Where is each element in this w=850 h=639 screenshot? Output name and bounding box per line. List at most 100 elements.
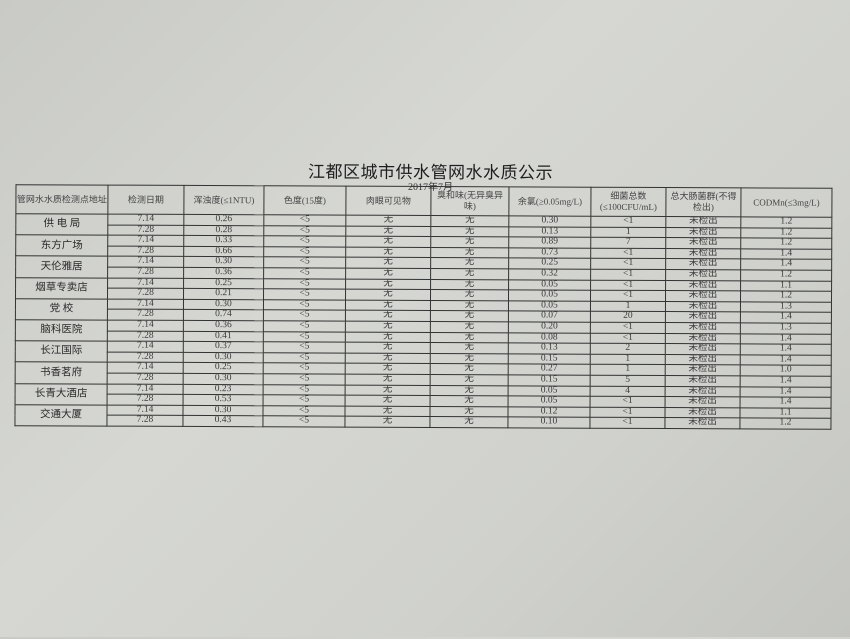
column-header: 臭和味(无异臭异味) xyxy=(430,186,509,216)
site-name: 党 校 xyxy=(15,298,108,321)
table-cell: 无 xyxy=(430,353,509,365)
table-cell: 未检出 xyxy=(665,364,741,376)
table-cell: 1.4 xyxy=(740,375,832,387)
table-cell: 0.32 xyxy=(508,268,591,280)
table-cell: 0.43 xyxy=(182,415,263,427)
site-name: 东方广场 xyxy=(15,234,108,257)
table-cell: 无 xyxy=(430,268,509,280)
table-cell: <5 xyxy=(263,235,346,247)
table-cell: 无 xyxy=(345,384,431,396)
table-cell: 无 xyxy=(345,236,431,248)
table-cell: <1 xyxy=(589,406,666,418)
table-cell: <5 xyxy=(263,214,346,226)
table-cell: 未检出 xyxy=(665,343,741,355)
table-cell: 无 xyxy=(345,321,431,333)
table-cell: 0.05 xyxy=(508,289,591,301)
table-cell: 1 xyxy=(590,364,666,376)
table-cell: 0.20 xyxy=(508,321,591,333)
table-cell: 未检出 xyxy=(665,280,741,292)
table-cell: 0.15 xyxy=(508,353,591,365)
table-cell: 1.4 xyxy=(740,354,832,366)
table-cell: 7.28 xyxy=(107,288,184,300)
table-cell: 0.07 xyxy=(508,311,591,323)
table-cell: 无 xyxy=(430,279,509,290)
table-cell: 无 xyxy=(345,246,431,258)
table-cell: 1.4 xyxy=(740,333,832,345)
table-cell: 无 xyxy=(344,416,430,428)
table-cell: 0.05 xyxy=(508,395,591,407)
table-cell: 未检出 xyxy=(665,227,741,239)
site-name: 天伦雅居 xyxy=(15,256,108,278)
table-cell: 0.30 xyxy=(508,215,591,227)
table-cell: 无 xyxy=(430,226,509,238)
table-cell: <5 xyxy=(263,267,346,279)
table-cell: 无 xyxy=(430,363,509,375)
table-cell: 7.14 xyxy=(107,256,184,268)
table-cell: <5 xyxy=(262,405,346,417)
table-cell: 7.28 xyxy=(107,309,184,321)
site-name: 烟草专卖店 xyxy=(15,277,108,299)
table-cell: 未检出 xyxy=(665,354,741,366)
table-cell: 0.25 xyxy=(508,258,591,270)
table-cell: 0.89 xyxy=(508,237,591,248)
table-cell: 1.4 xyxy=(740,259,832,271)
site-name: 书香茗府 xyxy=(15,362,108,384)
header-row: 管网水水质检测点地址 检测日期 浑浊度(≤1NTU) 色度(15度) 肉眼可见物 臭和味(… xyxy=(15,184,832,218)
table-cell: 无 xyxy=(345,352,431,364)
table-cell: 无 xyxy=(344,405,431,417)
table-cell: 0.28 xyxy=(183,225,264,236)
column-header: 肉眼可见物 xyxy=(345,186,431,216)
table-cell: <5 xyxy=(263,373,346,385)
table-cell: 0.74 xyxy=(183,309,264,321)
table-cell: 0.21 xyxy=(183,288,264,300)
table-cell: 1.1 xyxy=(740,280,832,292)
table-cell: 20 xyxy=(590,311,666,323)
table-cell: 无 xyxy=(430,385,509,396)
table-cell: <5 xyxy=(263,320,346,332)
table-cell: <1 xyxy=(590,247,666,259)
table-cell: 无 xyxy=(345,289,431,301)
table-cell: 未检出 xyxy=(665,258,741,270)
table-cell: <1 xyxy=(590,396,666,408)
table-cell: 7.14 xyxy=(107,277,184,289)
table-cell: <5 xyxy=(263,352,346,364)
table-cell: 未检出 xyxy=(664,417,740,429)
table-cell: 0.41 xyxy=(183,330,264,342)
table-cell: <5 xyxy=(263,384,346,396)
table-cell: <5 xyxy=(263,363,346,375)
column-header: 余氯(≥0.05mg/L) xyxy=(508,186,591,217)
table-cell: 无 xyxy=(430,300,509,312)
column-header: 总大肠菌群(不得检出) xyxy=(665,187,741,217)
table-cell: <5 xyxy=(262,416,345,428)
table-cell: 0.05 xyxy=(508,300,591,312)
table-cell: 7.14 xyxy=(107,235,184,247)
table-cell: 1.2 xyxy=(740,216,832,228)
table-cell: 0.30 xyxy=(183,299,264,311)
table-cell: 0.25 xyxy=(183,362,264,374)
column-header: CODMn(≤3mg/L) xyxy=(740,187,832,218)
table-cell: 未检出 xyxy=(665,396,741,408)
table-cell: 0.08 xyxy=(508,332,591,344)
table-cell: 1.4 xyxy=(740,343,832,355)
table-cell: <1 xyxy=(590,322,666,334)
site-name: 长青大酒店 xyxy=(15,383,108,405)
table-cell: 7.14 xyxy=(107,383,184,395)
table-cell: 7 xyxy=(590,237,666,249)
table-cell: 无 xyxy=(345,395,431,407)
table-cell: <5 xyxy=(263,225,346,237)
table-cell: 无 xyxy=(345,268,431,280)
table-cell: 1.0 xyxy=(740,365,832,377)
column-header: 细菌总数(≤100CFU/mL) xyxy=(590,187,666,217)
table-cell: 0.37 xyxy=(183,341,264,353)
table-cell: 无 xyxy=(429,416,508,428)
table-cell: 无 xyxy=(345,278,431,290)
table-cell: 无 xyxy=(345,310,431,322)
table-cell: <1 xyxy=(590,216,666,228)
table-cell: <5 xyxy=(263,310,346,322)
table-cell: 0.10 xyxy=(507,417,590,429)
table-cell: 无 xyxy=(345,363,431,375)
table-cell: 未检出 xyxy=(665,290,741,302)
table-cell: 1.2 xyxy=(740,269,832,281)
column-header: 色度(15度) xyxy=(263,185,346,216)
